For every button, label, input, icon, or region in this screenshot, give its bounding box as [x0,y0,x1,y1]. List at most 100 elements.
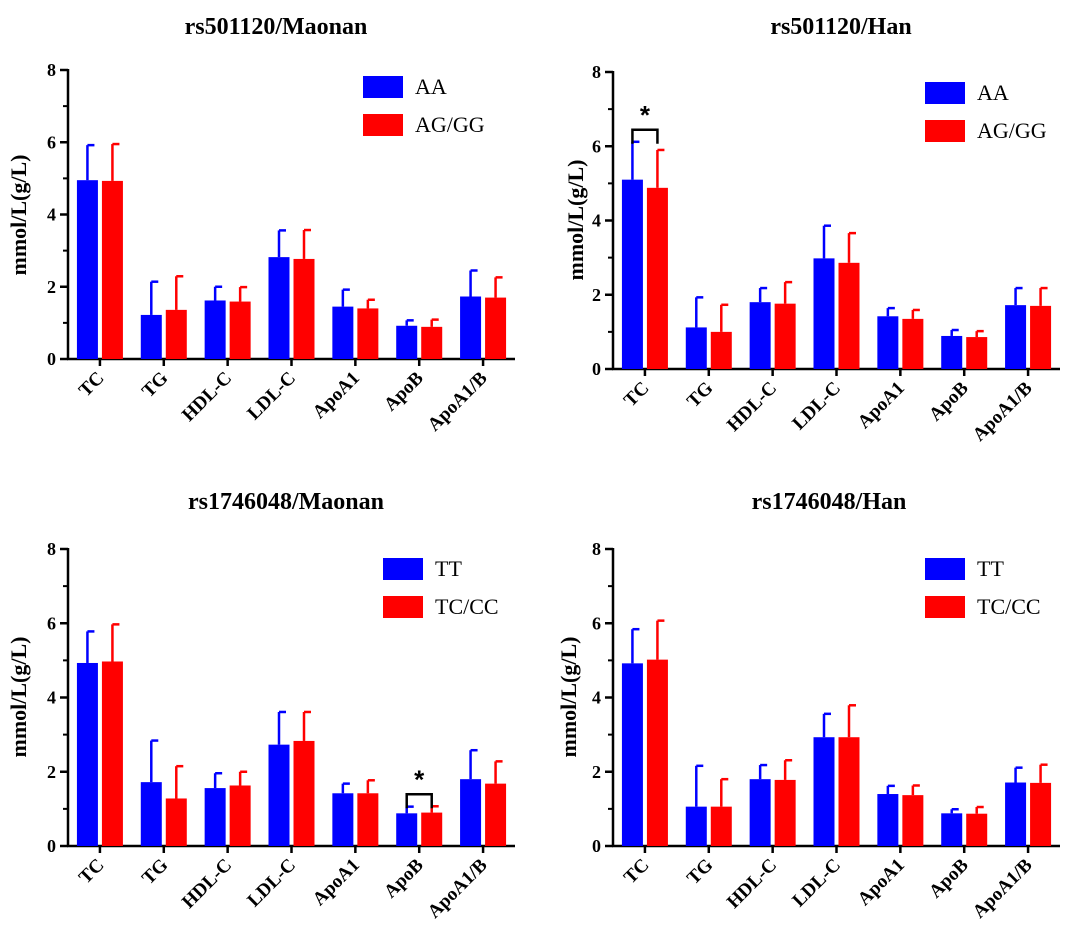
y-tick-label: 6 [592,613,601,633]
significance-bracket [631,128,659,144]
bar [877,316,899,369]
significance-marker: * [640,100,651,130]
bar [710,806,732,846]
x-tick-label: TC [620,378,654,412]
bar [1005,782,1027,846]
bar [1030,305,1052,369]
chart-title: rs501120/Maonan [185,14,368,40]
y-axis-label: mmol/L(g/L) [556,637,581,758]
legend-swatch [925,82,965,104]
bar [421,326,443,359]
significance-marker: * [414,764,425,794]
x-tick-label: TG [683,855,717,889]
bar [1030,782,1052,846]
x-tick-label: HDL-C [723,855,781,913]
x-tick-label: ApoB [380,367,428,415]
bar [749,302,771,369]
bar [293,740,315,846]
bar [966,813,988,846]
y-tick-label: 0 [592,359,601,379]
bar [838,737,860,846]
y-axis-label: mmol/L(g/L) [6,637,31,758]
y-tick-label: 6 [47,132,56,152]
bar [140,782,162,846]
legend-label: AG/GG [415,112,485,137]
legend-label: TC/CC [435,594,499,619]
x-tick-label: ApoA1 [854,855,909,910]
x-tick-label: ApoA1 [854,378,909,433]
chart-panel-3: rs1746048/Maonan mmol/L(g/L) 0 2 4 6 8 TC TG HDL-… [6,489,515,923]
y-tick-label: 8 [592,539,601,559]
bar [332,793,354,846]
bar [710,331,732,369]
y-tick-label: 4 [47,688,56,708]
legend-label: TC/CC [977,594,1041,619]
bar [813,258,835,369]
bar [332,306,354,359]
bar [357,793,379,846]
legend-swatch [363,114,403,136]
y-tick-label: 2 [592,285,601,305]
legend-swatch [363,76,403,98]
x-tick-label: LDL-C [243,368,300,425]
x-tick-label: ApoB [925,377,973,425]
significance-bracket [405,793,433,809]
x-tick-label: TC [75,368,109,402]
chart-panel-1: rs501120/Maonan mmol/L(g/L) 0 2 4 6 8 TC TG HDL-C… [6,14,515,436]
x-tick-label: TC [75,855,109,889]
bar [621,179,643,369]
x-tick-label: ApoA1/B [424,854,492,922]
bar [76,180,98,359]
bar [101,180,123,359]
x-tick-label: ApoA1 [309,855,364,910]
y-tick-label: 0 [592,836,601,856]
bar [646,187,668,369]
y-tick-label: 2 [592,762,601,782]
y-tick-label: 0 [47,836,56,856]
bar [902,318,924,369]
x-tick-label: ApoA1/B [424,367,492,435]
legend-swatch [925,558,965,580]
bar [268,744,290,846]
bar [76,662,98,846]
y-axis-label: mmol/L(g/L) [6,155,31,276]
x-tick-label: ApoB [925,854,973,902]
legend-swatch [925,120,965,142]
bar [838,262,860,369]
y-tick-label: 8 [47,60,56,80]
bar [204,788,226,846]
y-tick-label: 2 [47,762,56,782]
x-tick-label: TG [683,378,717,412]
x-tick-label: TG [138,855,172,889]
legend-label: TT [435,556,462,581]
bar [268,257,290,359]
bar [165,309,187,359]
bar [165,798,187,846]
legend-label: AA [415,74,447,99]
bar [101,661,123,846]
chart-title: rs501120/Han [770,14,911,40]
legend-swatch [383,558,423,580]
bar [421,812,443,846]
bar [685,327,707,369]
x-tick-label: LDL-C [788,855,845,912]
bar [460,779,482,846]
y-tick-label: 4 [592,211,601,231]
x-tick-label: ApoA1/B [969,854,1037,922]
bar [966,337,988,369]
chart-title: rs1746048/Han [752,489,907,515]
x-tick-label: LDL-C [788,378,845,435]
y-tick-label: 0 [47,349,56,369]
bar [941,813,963,846]
y-tick-label: 6 [592,136,601,156]
bar [293,258,315,359]
x-tick-label: ApoA1/B [969,377,1037,445]
bar [460,296,482,359]
legend-label: TT [977,556,1004,581]
bar [357,308,379,359]
bar [396,325,418,359]
bar [485,783,507,846]
bar [621,663,643,846]
y-tick-label: 4 [592,688,601,708]
